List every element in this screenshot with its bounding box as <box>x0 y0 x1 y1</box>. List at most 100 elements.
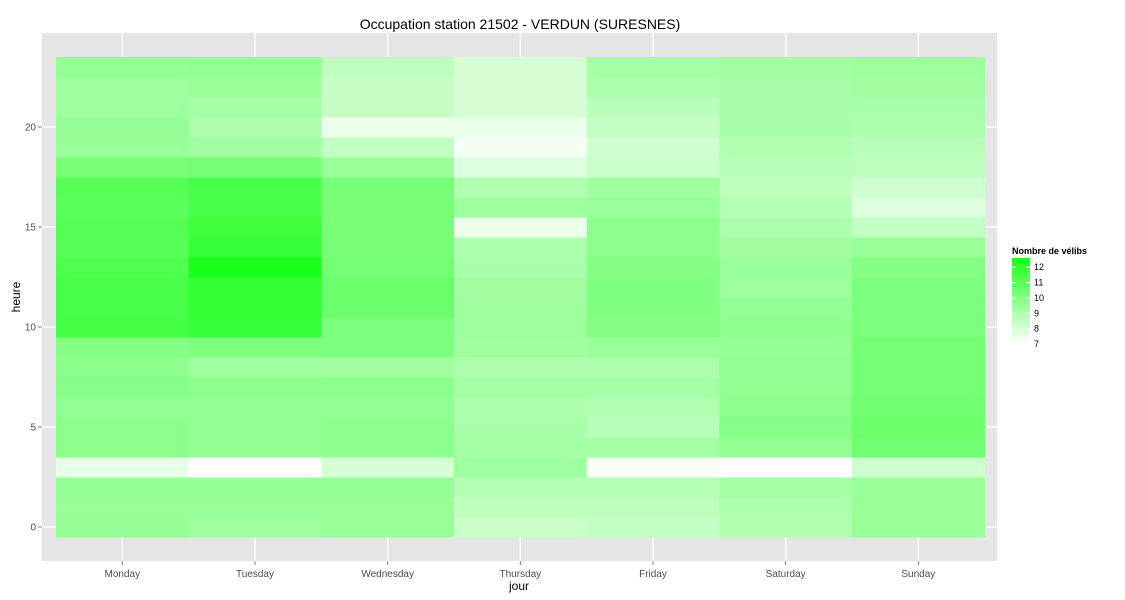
heatmap-tile <box>586 97 720 118</box>
heatmap-tile <box>852 437 986 458</box>
heatmap-tile <box>586 517 720 538</box>
heatmap-tile <box>188 397 322 418</box>
heatmap-tile <box>586 497 720 518</box>
heatmap-tile <box>188 137 322 158</box>
heatmap-tile <box>719 277 853 298</box>
heatmap-tile <box>852 377 986 398</box>
heatmap-tile <box>56 517 190 538</box>
heatmap-tile <box>586 457 720 478</box>
y-axis: 0 5 10 15 20 <box>25 123 42 534</box>
heatmap-tile <box>188 97 322 118</box>
heatmap-tiles <box>56 57 986 538</box>
heatmap-tile <box>321 97 455 118</box>
heatmap-tile <box>454 337 588 358</box>
heatmap-tile <box>188 297 322 318</box>
heatmap-tile <box>321 317 455 338</box>
x-tick-label: Friday <box>639 569 667 580</box>
heatmap-tile <box>56 157 190 178</box>
heatmap-tile <box>586 377 720 398</box>
heatmap-tile <box>852 297 986 318</box>
heatmap-tile <box>56 217 190 238</box>
heatmap-tile <box>56 237 190 258</box>
legend-tick-label: 12 <box>1034 262 1044 272</box>
heatmap-tile <box>852 417 986 438</box>
heatmap-tile <box>719 97 853 118</box>
heatmap-tile <box>586 477 720 498</box>
heatmap-tile <box>56 177 190 198</box>
heatmap-tile <box>321 377 455 398</box>
heatmap-tile <box>321 457 455 478</box>
heatmap-tile <box>56 357 190 378</box>
heatmap-tile <box>852 397 986 418</box>
heatmap-tile <box>188 437 322 458</box>
heatmap-tile <box>188 257 322 278</box>
heatmap-tile <box>586 417 720 438</box>
heatmap-tile <box>56 117 190 138</box>
heatmap-tile <box>321 517 455 538</box>
heatmap-tile <box>586 77 720 98</box>
heatmap-tile <box>852 77 986 98</box>
heatmap-tile <box>454 137 588 158</box>
heatmap-tile <box>719 117 853 138</box>
heatmap-tile <box>852 497 986 518</box>
heatmap-tile <box>454 357 588 378</box>
heatmap-tile <box>56 457 190 478</box>
heatmap-tile <box>454 177 588 198</box>
heatmap-tile <box>321 237 455 258</box>
heatmap-tile <box>586 357 720 378</box>
x-tick-label: Saturday <box>766 569 806 580</box>
legend-colorbar <box>1012 258 1030 344</box>
heatmap-tile <box>56 377 190 398</box>
heatmap-tile <box>454 297 588 318</box>
heatmap-tile <box>852 457 986 478</box>
heatmap-tile <box>719 457 853 478</box>
heatmap-tile <box>321 197 455 218</box>
legend-tick-label: 8 <box>1034 324 1039 334</box>
heatmap-tile <box>454 217 588 238</box>
heatmap-tile <box>852 237 986 258</box>
heatmap-tile <box>586 437 720 458</box>
heatmap-tile <box>56 277 190 298</box>
heatmap-tile <box>454 477 588 498</box>
heatmap-tile <box>188 377 322 398</box>
heatmap-tile <box>56 417 190 438</box>
heatmap-tile <box>454 517 588 538</box>
heatmap-tile <box>586 197 720 218</box>
y-tick-label: 5 <box>30 423 36 434</box>
heatmap-tile <box>586 397 720 418</box>
heatmap-tile <box>454 317 588 338</box>
legend: Nombre de vélibs 12 11 10 9 8 7 <box>1012 246 1087 349</box>
heatmap-tile <box>321 477 455 498</box>
heatmap-tile <box>321 57 455 78</box>
heatmap-tile <box>719 357 853 378</box>
heatmap-tile <box>719 437 853 458</box>
heatmap-tile <box>719 157 853 178</box>
heatmap-tile <box>454 437 588 458</box>
heatmap-tile <box>56 437 190 458</box>
heatmap-tile <box>321 137 455 158</box>
heatmap-tile <box>56 197 190 218</box>
heatmap-tile <box>56 137 190 158</box>
heatmap-tile <box>56 97 190 118</box>
heatmap-tile <box>454 197 588 218</box>
legend-title: Nombre de vélibs <box>1012 246 1087 256</box>
heatmap-tile <box>719 197 853 218</box>
heatmap-tile <box>321 157 455 178</box>
heatmap-tile <box>719 417 853 438</box>
chart-title: Occupation station 21502 - VERDUN (SURES… <box>360 16 681 32</box>
heatmap-tile <box>586 137 720 158</box>
x-tick-label: Sunday <box>901 569 935 580</box>
heatmap-tile <box>586 57 720 78</box>
legend-tick-label: 11 <box>1034 278 1043 288</box>
heatmap-tile <box>719 77 853 98</box>
heatmap-tile <box>454 257 588 278</box>
heatmap-tile <box>454 237 588 258</box>
heatmap-tile <box>852 277 986 298</box>
heatmap-tile <box>321 77 455 98</box>
heatmap-tile <box>852 337 986 358</box>
heatmap-tile <box>188 77 322 98</box>
heatmap-tile <box>321 277 455 298</box>
heatmap-tile <box>321 337 455 358</box>
heatmap-tile <box>719 477 853 498</box>
heatmap-tile <box>586 117 720 138</box>
